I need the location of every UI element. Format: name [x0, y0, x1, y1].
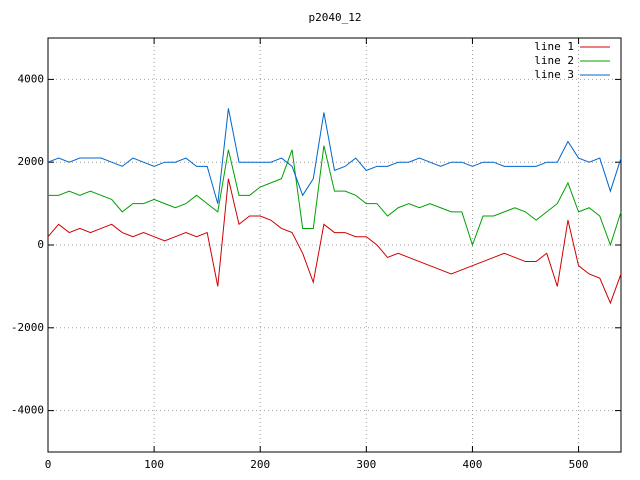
x-tick-label: 100 — [144, 458, 164, 471]
y-tick-label: -4000 — [11, 404, 44, 417]
plot-frame — [47, 37, 622, 453]
x-tick-label: 300 — [356, 458, 376, 471]
x-tick-label: 400 — [463, 458, 483, 471]
x-tick-label: 500 — [569, 458, 589, 471]
y-tick-label: -2000 — [11, 321, 44, 334]
legend-label: line 1 — [534, 40, 574, 53]
data-line — [47, 108, 622, 204]
legend-label: line 2 — [534, 54, 574, 67]
data-line — [48, 145, 622, 247]
y-tick-label: 2000 — [18, 155, 45, 168]
y-tick-label: 0 — [37, 238, 44, 251]
x-tick-label: 200 — [250, 458, 270, 471]
x-tick-label: 0 — [45, 458, 52, 471]
chart-title: p2040_12 — [309, 11, 362, 24]
legend-label: line 3 — [534, 68, 574, 81]
y-tick-label: 4000 — [18, 72, 45, 85]
data-line — [47, 178, 622, 305]
